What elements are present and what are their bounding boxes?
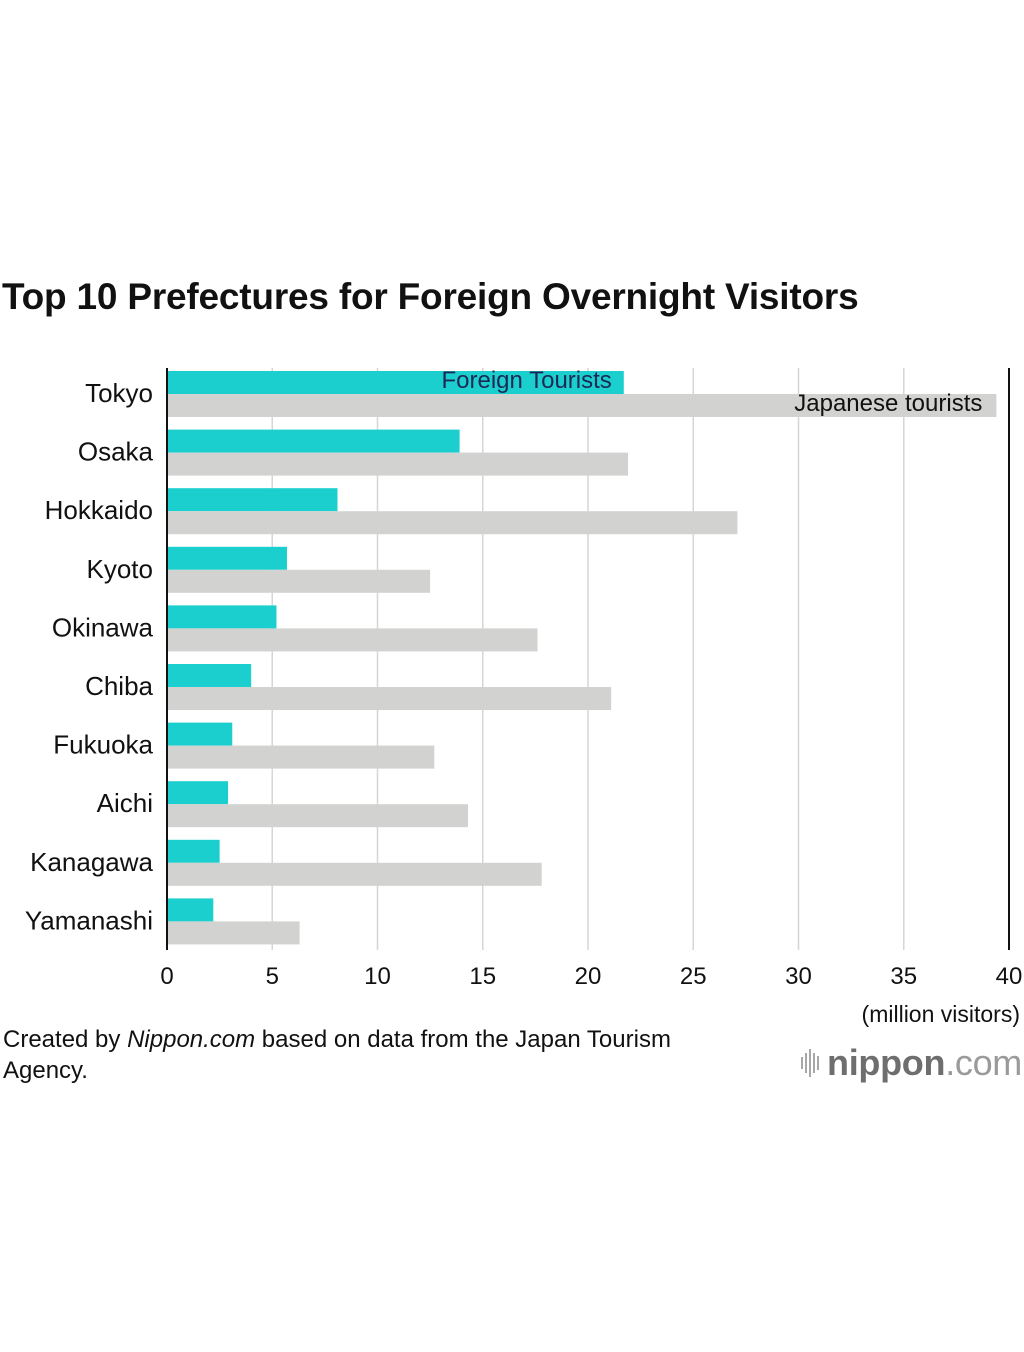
bar-foreign <box>167 429 460 453</box>
logo-domain: .com <box>945 1042 1022 1083</box>
x-tick-label: 15 <box>469 963 496 990</box>
source-prefix: Created by <box>3 1026 128 1053</box>
bar-japanese <box>167 745 435 769</box>
x-tick-label: 5 <box>266 963 279 990</box>
category-label: Osaka <box>78 437 154 467</box>
series-label-foreign: Foreign Tourists <box>441 367 611 394</box>
series-label-japanese: Japanese tourists <box>794 390 982 417</box>
category-label: Okinawa <box>52 612 154 642</box>
category-label: Tokyo <box>85 378 153 408</box>
x-tick-label: 10 <box>364 963 391 990</box>
category-label: Fukuoka <box>53 730 153 760</box>
bar-japanese <box>167 862 542 886</box>
category-label: Yamanashi <box>25 905 153 935</box>
bar-japanese <box>167 394 997 417</box>
bar-japanese <box>167 804 469 828</box>
category-label: Kyoto <box>87 554 154 584</box>
logo-wordmark: nippon <box>827 1042 946 1083</box>
category-label: Kanagawa <box>30 847 153 877</box>
bar-foreign <box>167 371 624 394</box>
bar-japanese <box>167 628 538 652</box>
source-site: Nippon.com <box>127 1026 256 1053</box>
bar-foreign <box>167 839 220 863</box>
x-tick-label: 0 <box>160 963 173 990</box>
x-tick-label: 25 <box>680 963 707 990</box>
bar-foreign <box>167 488 338 512</box>
bar-japanese <box>167 511 738 535</box>
waveform-icon <box>801 1049 820 1077</box>
category-label: Aichi <box>97 788 153 818</box>
x-tick-label: 30 <box>785 963 812 990</box>
bar-foreign <box>167 605 277 629</box>
x-tick-label: 20 <box>575 963 602 990</box>
bar-japanese <box>167 569 431 593</box>
x-tick-label: 40 <box>996 963 1023 990</box>
chart-title: Top 10 Prefectures for Foreign Overnight… <box>2 276 859 317</box>
bar-foreign <box>167 781 229 805</box>
source-suffix: based on data from the Japan Tourism Age… <box>3 1026 671 1084</box>
bar-japanese <box>167 687 612 710</box>
category-label: Chiba <box>85 671 153 701</box>
bar-japanese <box>167 921 300 945</box>
nippon-logo: nippon .com <box>801 1042 1022 1084</box>
source-note: Created by Nippon.com based on data from… <box>3 1024 723 1086</box>
category-label: Hokkaido <box>45 495 153 525</box>
x-axis-label: (million visitors) <box>862 1001 1020 1027</box>
bar-foreign <box>167 722 233 746</box>
bar-foreign <box>167 664 252 687</box>
bar-foreign <box>167 898 214 922</box>
bar-japanese <box>167 452 628 476</box>
x-tick-label: 35 <box>890 963 917 990</box>
bar-foreign <box>167 546 287 570</box>
